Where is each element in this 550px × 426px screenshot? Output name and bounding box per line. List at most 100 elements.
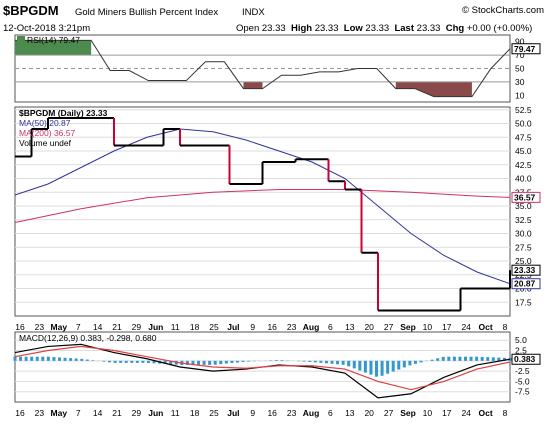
macd-histogram-bar: [352, 360, 356, 369]
price-x-tick-label: 29: [132, 322, 142, 332]
macd-histogram-bar: [152, 360, 156, 364]
macd-panel-border: [14, 331, 511, 403]
macd-x-tick-label: 17: [442, 408, 452, 418]
macd-y-tick-label: -7.5: [515, 387, 530, 397]
macd-histogram-bar: [119, 360, 123, 363]
macd-histogram-bar: [163, 360, 167, 365]
price-y-tick-label: 30.0: [515, 229, 532, 239]
macd-histogram-bar: [130, 360, 134, 363]
last-label: Last: [394, 23, 415, 34]
price-y-tick-label: 45.0: [515, 146, 532, 156]
price-x-tick-label: 14: [93, 322, 103, 332]
price-x-tick-label: 20: [364, 322, 374, 332]
macd-histogram-bar: [475, 356, 479, 361]
macd-x-tick-label: 16: [267, 408, 277, 418]
macd-histogram-bar: [35, 356, 39, 361]
price-y-tick-label: 27.5: [515, 242, 532, 252]
macd-histogram-bar: [402, 360, 406, 368]
macd-histogram-bar: [202, 360, 206, 365]
macd-x-tick-label: May: [51, 408, 68, 418]
price-value-label: 23.33: [514, 265, 536, 275]
rsi-line: [15, 39, 511, 98]
macd-x-tick-label: 21: [112, 408, 122, 418]
macd-value-box: [511, 353, 541, 365]
macd-histogram-bar: [46, 356, 50, 361]
macd-x-tick-label: Sep: [400, 408, 416, 418]
ma200-legend: MA(200) 36.57: [19, 128, 75, 138]
price-y-tick-label: 52.5: [515, 105, 532, 115]
macd-histogram-bar: [452, 356, 456, 361]
price-x-tick-label: 21: [112, 322, 122, 332]
rsi-y-tick-label: 50: [515, 64, 525, 74]
price-x-tick-label: Sep: [400, 322, 416, 332]
price-value-box: [511, 191, 541, 203]
macd-histogram-bar: [386, 360, 390, 374]
macd-histogram-bar: [280, 360, 284, 361]
price-x-tick-label: Aug: [303, 322, 320, 332]
macd-x-tick-label: Jun: [148, 408, 163, 418]
macd-histogram-bar: [419, 360, 423, 363]
rsi-overbought-fill: [15, 40, 92, 56]
price-x-tick-label: 11: [171, 322, 180, 332]
macd-histogram-bar: [341, 360, 345, 365]
price-value-box: [511, 264, 541, 276]
macd-histogram-bar: [313, 360, 317, 363]
macd-histogram-bar: [91, 360, 95, 361]
price-x-tick-label: May: [51, 322, 68, 332]
macd-x-tick-label: 25: [209, 408, 219, 418]
macd-x-tick-label: 24: [461, 408, 471, 418]
macd-histogram-bar: [502, 357, 506, 361]
price-x-tick-label: 25: [209, 322, 219, 332]
macd-histogram-bar: [57, 357, 61, 361]
macd-histogram-bar: [197, 360, 201, 365]
macd-histogram-bar: [63, 357, 67, 361]
macd-x-tick-label: 13: [345, 408, 355, 418]
macd-histogram-bar: [363, 360, 367, 373]
chart-date: 12-Oct-2018 3:21pm: [3, 23, 91, 34]
brand-label: © StockCharts.com: [462, 5, 544, 16]
price-x-tick-label: 9: [250, 322, 255, 332]
rsi-y-tick-label: 30: [515, 77, 525, 87]
price-y-tick-label: 35.0: [515, 201, 532, 211]
macd-histogram-bar: [185, 360, 189, 365]
macd-histogram-bar: [30, 356, 34, 361]
rsi-value-label: 79.47: [514, 44, 536, 54]
macd-histogram-bar: [469, 356, 473, 361]
quote-bar: Open 23.33 High 23.33 Low 23.33 Last 23.…: [236, 23, 532, 34]
macd-histogram-bar: [146, 360, 150, 363]
price-y-tick-label: 32.5: [515, 215, 532, 225]
macd-histogram-bar: [302, 360, 306, 362]
ma50-line: [14, 128, 511, 285]
price-y-tick-label: 47.5: [515, 132, 532, 142]
macd-histogram-bar: [135, 360, 139, 363]
chg-value: +0.00 (+0.00%): [466, 23, 533, 34]
macd-histogram-bar: [224, 360, 228, 364]
chart-exchange: INDX: [242, 7, 265, 18]
price-x-tick-label: Jul: [227, 322, 239, 332]
high-label: High: [290, 23, 313, 34]
macd-x-tick-label: 23: [35, 408, 45, 418]
macd-x-tick-label: Oct: [479, 408, 493, 418]
macd-histogram-bar: [19, 356, 23, 361]
macd-histogram-bar: [141, 360, 145, 363]
rsi-y-tick-label: 70: [515, 50, 525, 60]
rsi-oversold-fill: [243, 81, 472, 97]
macd-histogram-bar: [408, 360, 412, 366]
chart-name: Gold Miners Bullish Percent Index: [75, 7, 219, 18]
macd-x-tick-label: 27: [384, 408, 394, 418]
rsi-y-tick-label: 10: [515, 90, 525, 100]
rsi-legend: RSI(14) 79.47: [27, 35, 80, 45]
price-x-tick-label: 23: [35, 322, 45, 332]
macd-histogram-bar: [69, 358, 73, 361]
macd-histogram-bar: [441, 356, 445, 361]
macd-histogram-bar: [74, 358, 78, 361]
macd-histogram-bar: [208, 360, 212, 365]
price-legend-main: $BPGDM (Daily) 23.33: [19, 108, 108, 118]
rsi-legend-swatch: [17, 36, 25, 43]
macd-histogram-bar: [380, 360, 384, 376]
macd-histogram-bar: [169, 360, 173, 365]
macd-histogram-bar: [458, 356, 462, 361]
low-value: 23.33: [365, 23, 390, 34]
open-label: Open: [236, 23, 260, 34]
